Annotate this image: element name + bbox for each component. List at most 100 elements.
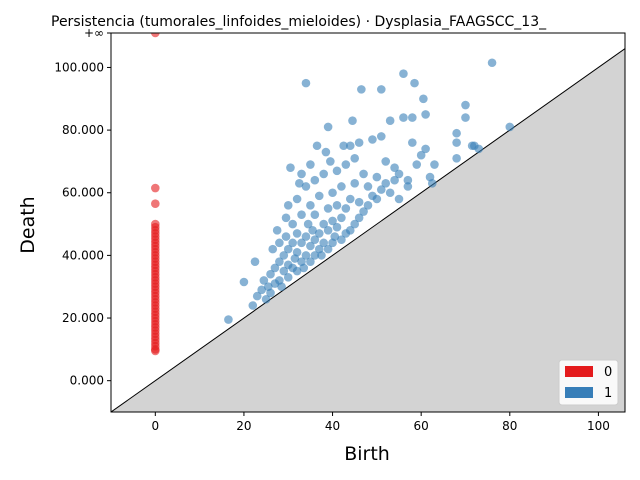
plot-frame — [110, 32, 626, 413]
point-series-1 — [268, 244, 278, 254]
point-series-1 — [427, 179, 437, 188]
point-series-0 — [151, 183, 160, 193]
y-tick-label: 0.000 — [70, 374, 104, 388]
point-series-1 — [272, 226, 282, 235]
point-series-1 — [323, 204, 333, 213]
point-series-1 — [250, 257, 260, 266]
y-tick-label: 80.000 — [62, 123, 104, 137]
point-series-1 — [354, 213, 364, 223]
point-series-1 — [310, 175, 320, 185]
x-axis-label: Birth — [344, 443, 390, 465]
x-tick-label: 40 — [325, 419, 340, 433]
point-series-1 — [292, 194, 302, 204]
point-series-1 — [303, 219, 313, 229]
point-series-1 — [323, 244, 333, 254]
point-series-1 — [259, 276, 269, 285]
legend-swatch-0 — [565, 366, 593, 377]
point-series-1 — [306, 257, 315, 266]
point-series-1 — [419, 94, 428, 104]
legend-swatch-1 — [565, 387, 593, 398]
point-series-1 — [394, 169, 404, 179]
y-axis-label: Death — [17, 196, 39, 253]
point-series-1 — [314, 229, 324, 238]
point-series-1 — [421, 144, 430, 154]
point-series-1 — [281, 232, 291, 241]
point-series-1 — [297, 210, 306, 219]
point-series-1 — [348, 116, 357, 126]
point-series-1 — [248, 301, 258, 310]
point-series-1 — [323, 122, 333, 132]
point-series-1 — [275, 238, 284, 248]
point-series-1 — [326, 157, 335, 166]
point-series-1 — [345, 141, 355, 151]
point-series-1 — [505, 122, 515, 132]
point-series-1 — [399, 69, 408, 79]
point-series-1 — [430, 160, 439, 169]
point-series-1 — [339, 141, 348, 151]
point-series-1 — [403, 175, 413, 185]
point-series-1 — [306, 160, 315, 169]
chart-title: Persistencia (tumorales_linfoides_mieloi… — [51, 14, 547, 30]
point-series-1 — [337, 235, 346, 245]
point-series-1 — [385, 116, 395, 126]
point-series-1 — [403, 182, 413, 191]
point-series-1 — [321, 147, 331, 157]
point-series-1 — [354, 197, 364, 207]
point-series-1 — [295, 179, 304, 188]
point-series-1 — [354, 138, 364, 147]
point-series-1 — [372, 172, 382, 182]
y-tick-label: 100.000 — [54, 60, 104, 74]
point-series-1 — [363, 200, 373, 210]
x-tick-label: 100 — [587, 419, 610, 433]
point-series-1 — [368, 135, 377, 144]
point-series-1 — [461, 100, 470, 110]
point-series-1 — [408, 138, 417, 147]
point-series-1 — [332, 200, 342, 210]
point-series-1 — [408, 113, 417, 122]
point-series-1 — [301, 232, 311, 241]
point-series-1 — [341, 204, 351, 213]
y-tick-label: 60.000 — [62, 186, 104, 200]
point-series-1 — [224, 315, 233, 324]
point-series-1 — [332, 166, 342, 176]
y-tick-label: 40.000 — [62, 248, 104, 262]
point-series-1 — [350, 219, 360, 229]
point-series-1 — [288, 238, 297, 248]
point-series-1 — [275, 257, 284, 266]
point-series-1 — [299, 263, 309, 273]
point-series-1 — [359, 169, 368, 179]
point-series-1 — [261, 294, 271, 304]
point-series-0 — [151, 199, 160, 209]
point-series-1 — [312, 141, 322, 151]
point-series-1 — [257, 285, 266, 295]
x-tick-label: 20 — [236, 419, 251, 433]
point-series-1 — [279, 251, 289, 260]
point-series-1 — [283, 200, 293, 210]
point-series-1 — [376, 132, 386, 141]
diagonal-line — [111, 48, 625, 412]
point-series-1 — [452, 138, 461, 147]
point-series-1 — [286, 163, 295, 172]
point-series-1 — [310, 210, 320, 219]
point-series-1 — [319, 238, 328, 248]
x-tick-label: 0 — [151, 419, 159, 433]
point-series-1 — [461, 113, 470, 122]
point-series-1 — [266, 269, 275, 279]
point-series-1 — [281, 213, 291, 223]
point-series-1 — [381, 157, 391, 166]
point-series-1 — [239, 277, 249, 287]
point-series-1 — [323, 226, 333, 235]
point-series-1 — [372, 194, 382, 204]
legend: 0 1 — [558, 359, 619, 406]
point-series-0 — [151, 346, 160, 356]
legend-label-1: 1 — [604, 386, 612, 401]
point-series-1 — [330, 232, 340, 241]
point-series-1 — [308, 226, 317, 235]
point-series-1 — [301, 78, 311, 88]
point-series-1 — [474, 144, 484, 154]
point-series-1 — [266, 288, 275, 298]
point-series-1 — [314, 191, 324, 201]
x-tick-label: 60 — [414, 419, 429, 433]
x-tick-label: 80 — [502, 419, 517, 433]
point-series-1 — [292, 247, 302, 257]
